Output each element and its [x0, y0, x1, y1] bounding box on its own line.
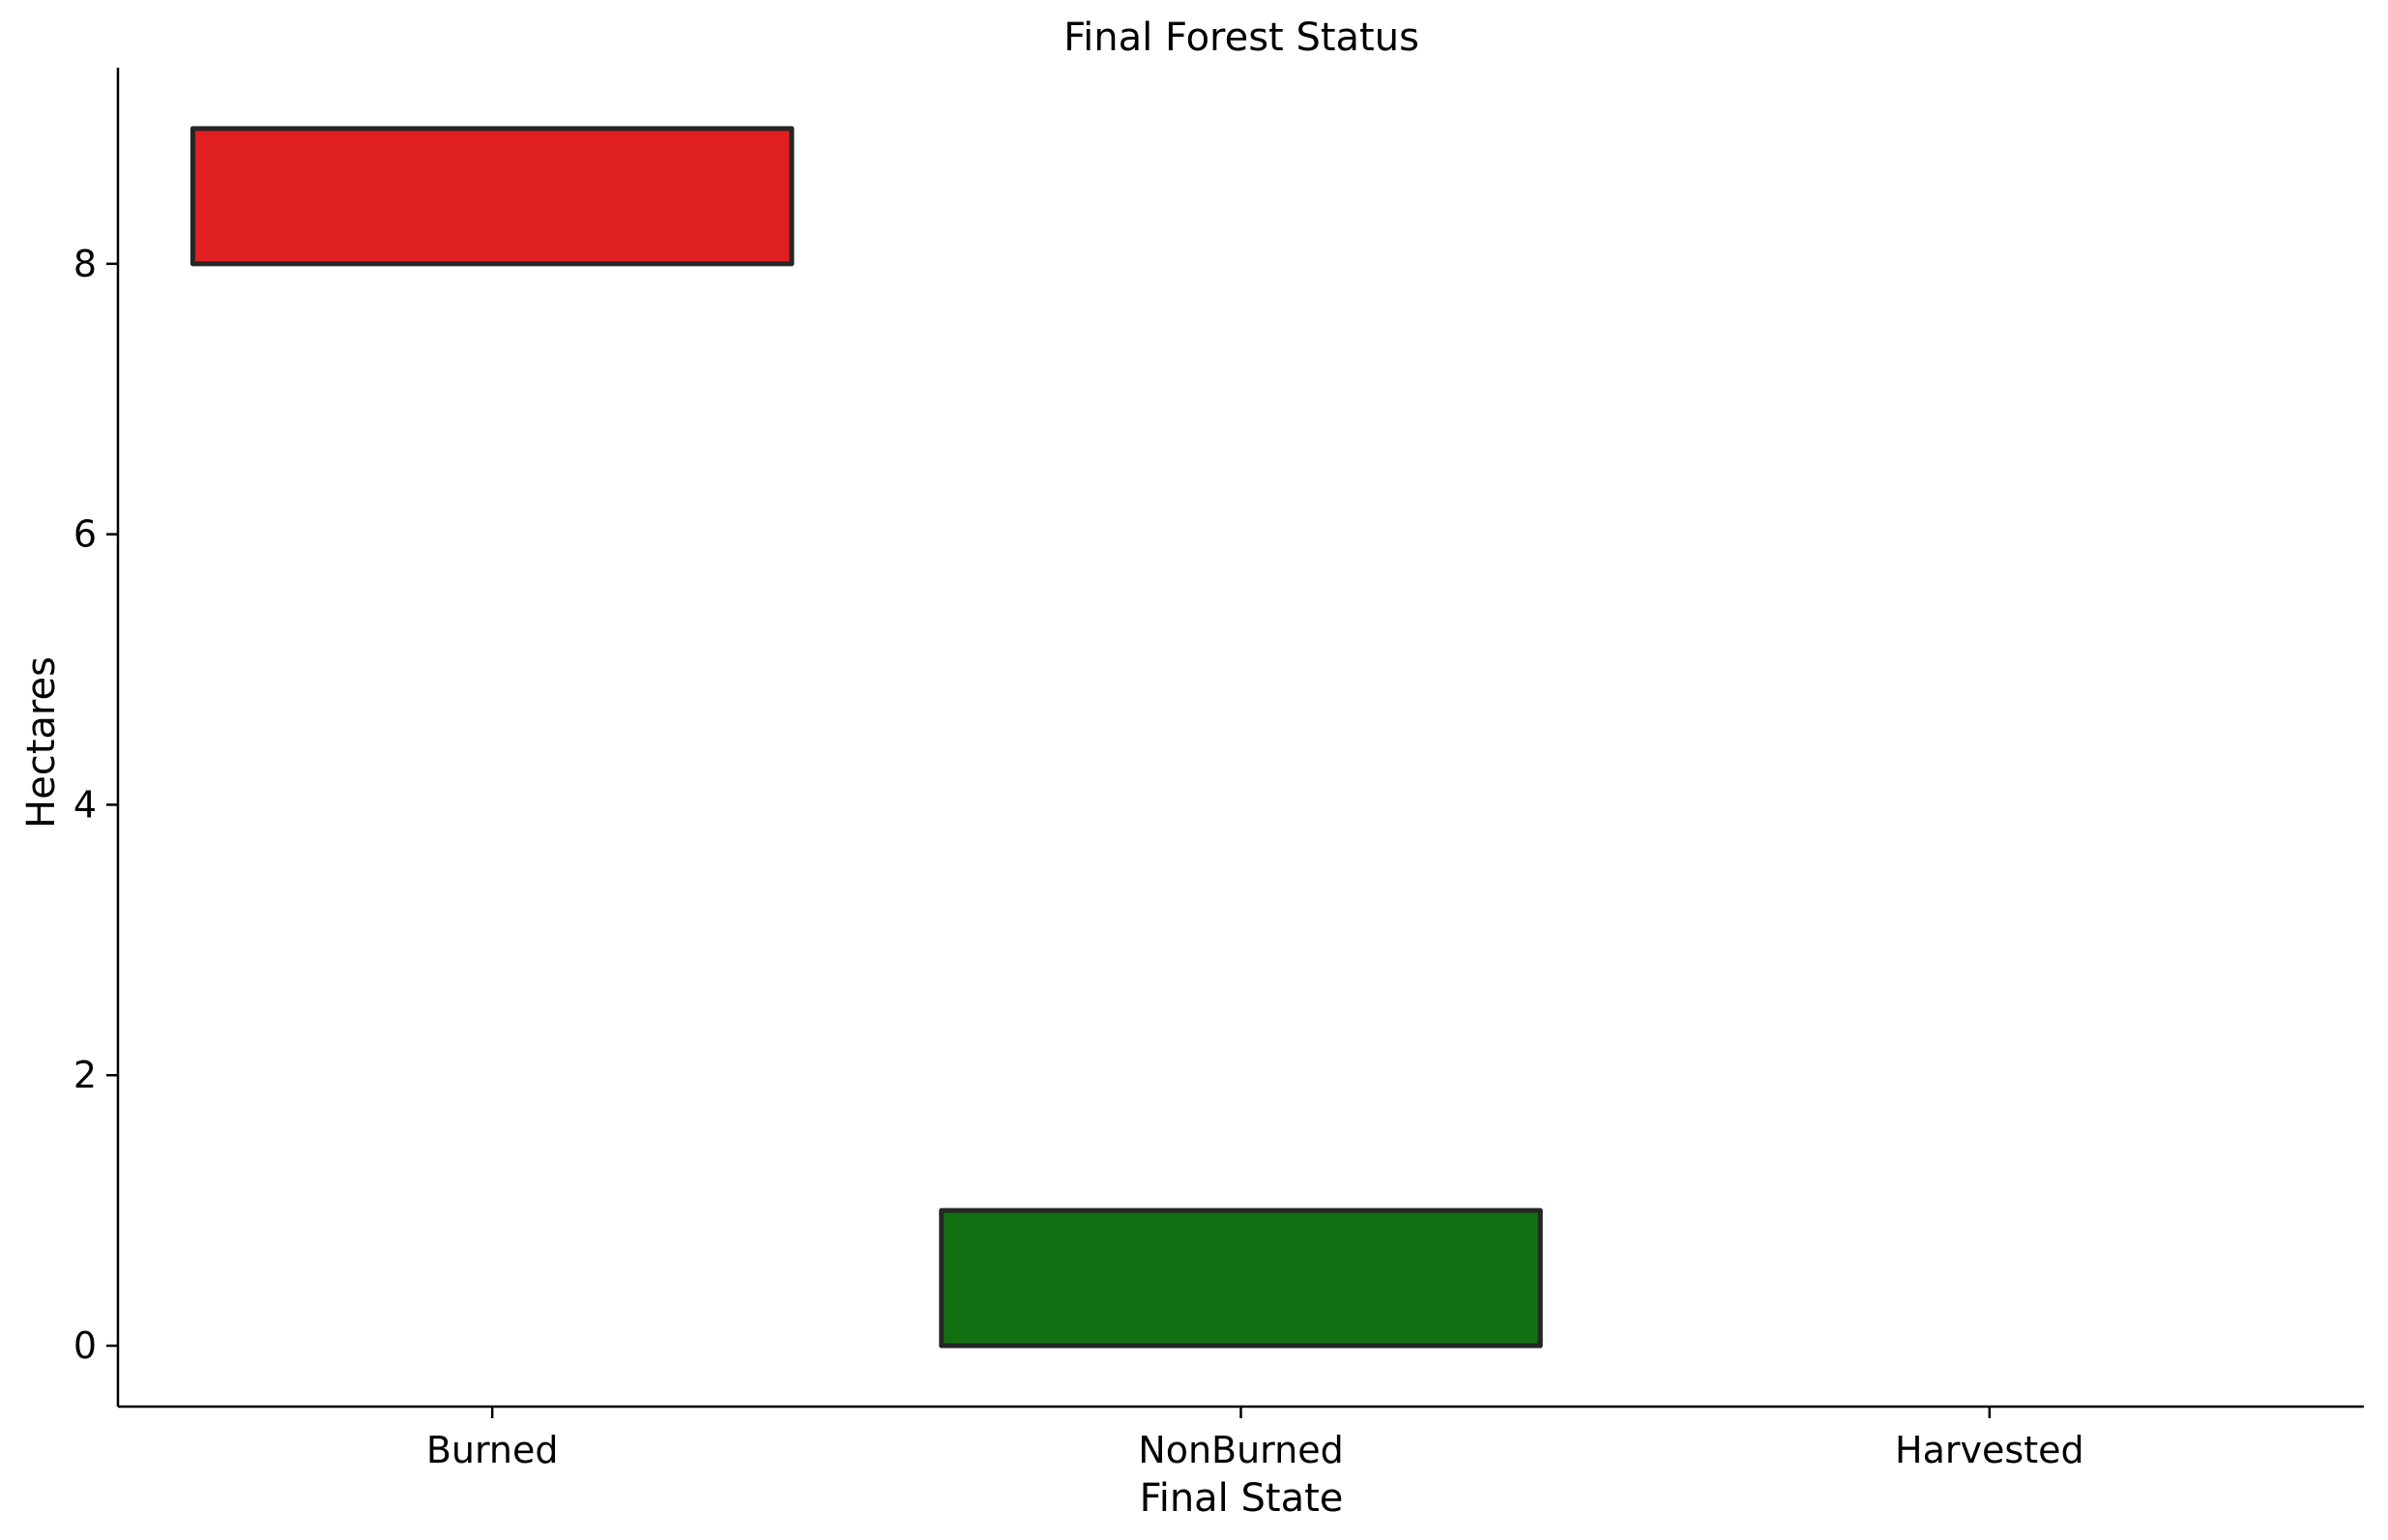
x-tick-label: NonBurned [1138, 1429, 1343, 1471]
y-tick-label: 0 [73, 1324, 97, 1367]
x-axis-label: Final State [1140, 1476, 1344, 1521]
y-tick-label: 4 [73, 783, 97, 826]
x-tick-label: Harvested [1895, 1429, 2084, 1471]
y-ticks-group: 0 2 4 6 8 [73, 243, 118, 1367]
y-tick-label: 2 [73, 1054, 97, 1096]
bar-burned [189, 126, 795, 267]
chart-title: Final Forest Status [1063, 15, 1419, 60]
bar-nonburned [939, 1207, 1543, 1349]
y-axis-label: Hectares [19, 656, 64, 828]
x-ticks-group: Burned NonBurned Harvested [426, 1407, 2084, 1471]
bars-group [189, 126, 1543, 1349]
y-tick-label: 6 [73, 513, 97, 556]
y-tick-label: 8 [73, 243, 97, 285]
x-tick-label: Burned [426, 1429, 559, 1471]
